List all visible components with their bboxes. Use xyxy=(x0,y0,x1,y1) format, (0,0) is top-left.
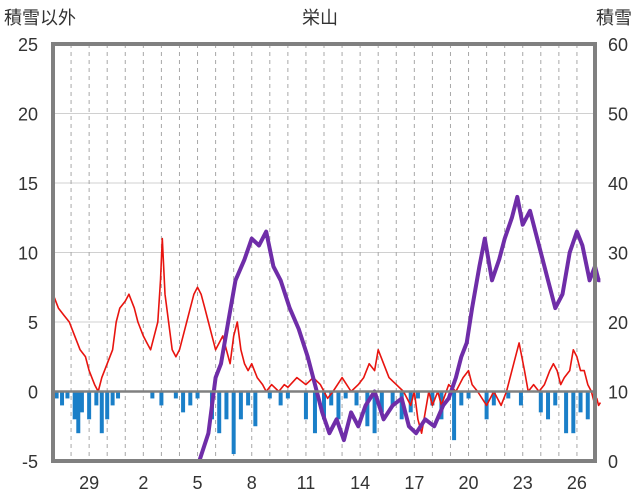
right-axis-ticks: 0 10 20 30 40 50 60 xyxy=(608,35,628,472)
precipitation-bar xyxy=(553,391,558,406)
precipitation-bar xyxy=(94,391,99,406)
x-tick-label: 14 xyxy=(350,473,370,493)
precipitation-bar xyxy=(491,391,496,406)
precipitation-bar xyxy=(246,391,251,406)
precipitation-bar xyxy=(105,391,110,420)
precipitation-bar xyxy=(379,391,384,413)
precipitation-bar xyxy=(87,391,92,420)
precipitation-bar xyxy=(110,391,115,406)
precipitation-bar xyxy=(336,391,341,420)
x-axis-ticks: 29 2 5 8 11 14 17 20 23 26 xyxy=(79,473,587,493)
precipitation-bar xyxy=(546,391,551,420)
precipitation-bar xyxy=(571,391,576,434)
right-axis-title: 積雪 xyxy=(596,8,632,29)
left-tick-label: 5 xyxy=(28,313,38,333)
precipitation-bar xyxy=(303,391,308,420)
x-tick-label: 8 xyxy=(247,473,257,493)
precipitation-bar xyxy=(72,391,77,420)
precipitation-bar xyxy=(65,391,70,399)
precipitation-bar xyxy=(365,391,370,427)
precipitation-bar xyxy=(506,391,511,399)
temperature-series xyxy=(52,237,602,435)
precipitation-bar xyxy=(518,391,523,406)
right-tick-label: 30 xyxy=(608,244,628,264)
precipitation-bar xyxy=(60,391,65,406)
precipitation-bar xyxy=(217,391,222,434)
x-tick-label: 23 xyxy=(513,473,533,493)
right-tick-label: 10 xyxy=(608,383,628,403)
x-tick-label: 5 xyxy=(193,473,203,493)
precipitation-bar xyxy=(372,391,377,434)
precipitation-bar xyxy=(466,391,471,399)
precipitation-bar xyxy=(343,391,348,399)
snow-depth-line xyxy=(53,194,601,463)
precipitation-bar xyxy=(116,391,121,399)
precipitation-bar xyxy=(188,391,193,406)
right-tick-label: 50 xyxy=(608,105,628,125)
precipitation-bar xyxy=(99,391,104,434)
right-tick-label: 60 xyxy=(608,35,628,55)
precipitation-bar xyxy=(224,391,229,420)
precipitation-bar xyxy=(76,391,81,434)
left-axis-title: 積雪以外 xyxy=(4,8,76,29)
left-tick-label: 25 xyxy=(18,35,38,55)
precipitation-bar xyxy=(430,391,435,406)
precipitation-bar xyxy=(578,391,583,413)
precipitation-bar xyxy=(181,391,186,413)
precipitation-bar xyxy=(390,391,395,406)
left-tick-label: 10 xyxy=(18,244,38,264)
precipitation-bar xyxy=(79,391,84,413)
right-tick-label: 0 xyxy=(608,452,618,472)
right-tick-label: 20 xyxy=(608,313,628,333)
precipitation-bar xyxy=(159,391,164,406)
x-tick-label: 29 xyxy=(79,473,99,493)
left-tick-label: -5 xyxy=(22,452,38,472)
left-tick-label: 20 xyxy=(18,105,38,125)
precipitation-bar xyxy=(564,391,569,434)
precipitation-bar xyxy=(278,391,283,406)
right-tick-label: 40 xyxy=(608,174,628,194)
precipitation-bar xyxy=(231,391,236,455)
precipitation-bar xyxy=(238,391,243,420)
precipitation-bar xyxy=(312,391,317,434)
precipitation-bar xyxy=(452,391,457,441)
left-tick-label: 0 xyxy=(28,383,38,403)
precipitation-bar xyxy=(285,391,290,399)
left-tick-label: 15 xyxy=(18,174,38,194)
precipitation-bar xyxy=(459,391,464,406)
precipitation-bar xyxy=(538,391,543,413)
plot-frame xyxy=(51,42,597,463)
x-tick-label: 20 xyxy=(459,473,479,493)
temperature-line xyxy=(52,237,602,435)
precipitation-bar xyxy=(173,391,178,399)
x-tick-label: 11 xyxy=(297,473,316,493)
precipitation-bar xyxy=(354,391,359,406)
precipitation-bar xyxy=(253,391,258,427)
precipitation-bar xyxy=(267,391,272,399)
precipitation-bar xyxy=(408,391,413,413)
precipitation-bar xyxy=(150,391,155,399)
precipitation-bar xyxy=(415,391,420,399)
precipitation-bar xyxy=(329,391,334,406)
precipitation-bar xyxy=(195,391,200,399)
x-tick-label: 17 xyxy=(404,473,424,493)
precipitation-bar xyxy=(585,391,590,420)
precipitation-bar xyxy=(54,391,59,399)
x-tick-label: 2 xyxy=(138,473,148,493)
snow-depth-series xyxy=(53,194,601,463)
precipitation-bar xyxy=(322,391,326,420)
chart-title: 栄山 xyxy=(302,8,338,29)
x-tick-label: 26 xyxy=(567,473,587,493)
left-axis-ticks: -5 0 5 10 15 20 25 xyxy=(18,35,38,472)
